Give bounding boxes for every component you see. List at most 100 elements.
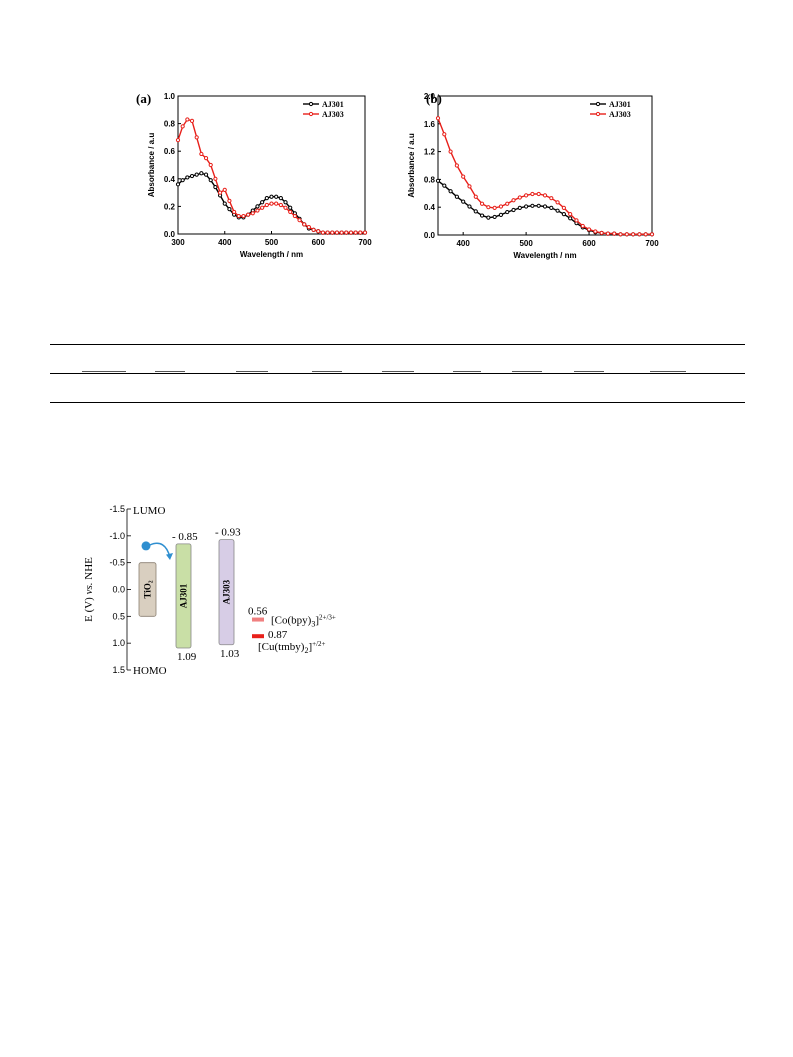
data-point-aj303 [353,230,358,235]
data-point-aj303 [269,201,274,206]
data-point-aj301 [461,199,466,204]
data-point-aj303 [492,205,497,210]
data-point-aj303 [618,232,623,237]
data-point-aj303 [227,198,232,203]
energy-y-axis-label: E (V) vs. NHE [83,557,95,622]
y-tick-label: 0.0 [424,231,436,240]
data-point-aj301 [222,201,227,206]
y-tick-label: 0.0 [164,230,176,239]
data-point-aj303 [278,202,283,208]
data-point-aj303 [549,196,554,201]
energy-level-diagram: -1.5 -1.0 -0.5 0.0 0.5 1.0 1.5 E (V) vs. NHE LUM… [70,495,400,690]
data-point-aj301 [498,212,504,217]
y-tick-label: 1.6 [424,120,436,129]
x-tick-label: 400 [218,238,232,247]
data-point-aj303 [222,187,227,192]
data-point-aj303 [605,231,611,236]
dye-band-aj301 [175,543,192,649]
data-point-aj301 [492,214,497,220]
plot-frame [437,95,653,236]
table-column-stub [650,371,686,372]
y-axis-label: Absorbance / a.u [147,133,156,198]
data-point-aj303 [325,230,330,235]
data-point-aj301 [203,172,209,177]
table-column-stub [312,371,342,372]
x-tick-label: 500 [265,238,279,247]
redox-level-1 [252,634,264,639]
absorption-chart-b: (b) 0.0 0.4 0.8 1.2 1.6 2.0 400 500 600 700 Wavelen… [407,85,665,270]
dye-name-aj303: AJ303 [222,579,232,604]
x-tick-label: 700 [358,238,372,247]
data-point-aj303 [203,156,209,161]
data-point-aj303 [180,124,185,129]
data-point-aj301 [530,203,535,208]
y-tick-label: 2.0 [424,92,436,101]
x-tick-label: 600 [312,238,326,247]
energy-y-tick-label: 1.0 [112,638,125,648]
redox-value-0: 0.56 [248,606,268,618]
redox-level-0 [252,617,264,622]
data-point-aj301 [542,204,548,209]
legend-label-aj303: AJ303 [322,110,344,119]
tio2-band [138,562,157,617]
energy-y-tick-label: 0.0 [112,585,125,595]
data-point-aj301 [568,216,573,221]
y-tick-label: 0.6 [164,147,176,156]
data-point-aj301 [536,203,541,208]
table-column-stub [82,371,126,372]
legend-marker-aj303 [595,111,601,117]
data-point-aj303 [316,229,321,234]
data-point-aj303 [586,227,592,232]
legend-label-aj301: AJ301 [609,100,631,109]
data-point-aj303 [524,193,529,198]
tio2-label: TiO₂ [143,580,153,598]
data-point-aj301 [442,183,447,188]
data-point-aj303 [649,232,655,237]
data-point-aj303 [264,202,269,208]
data-point-aj303 [517,195,522,200]
data-point-aj301 [208,178,213,183]
data-point-aj303 [637,232,642,237]
absorption-chart-a: (a) 0.0 0.2 0.4 0.6 0.8 1.0 300 400 500 600 700 Wave… [130,85,380,270]
table-column-stub [512,371,542,372]
x-tick-label: 400 [456,239,470,248]
data-point-aj303 [435,116,441,121]
lumo-label: LUMO [133,505,165,517]
energy-y-tick-label: -1.0 [109,531,125,541]
homo-value-aj301: 1.09 [177,651,197,663]
data-point-aj303 [593,229,598,234]
x-tick-label: 500 [519,239,533,248]
y-tick-label: 0.4 [164,175,176,184]
data-point-aj301 [189,173,195,179]
data-point-aj301 [479,213,485,218]
data-point-aj301 [180,178,185,183]
data-point-aj303 [241,213,246,219]
data-point-aj301 [454,194,459,199]
data-point-aj303 [574,218,579,223]
data-point-aj303 [208,162,213,168]
data-point-aj301 [473,209,478,214]
dye-name-aj301: AJ301 [179,583,189,608]
panel-label: (a) [136,91,151,106]
data-point-aj303 [580,223,585,229]
y-tick-label: 1.2 [424,148,436,157]
redox-name-1: [Cu(tmby)2]+/2+ [258,640,326,655]
energy-y-tick-label: -0.5 [109,558,125,568]
data-point-aj301 [269,194,274,199]
energy-diagram-svg: -1.5 -1.0 -0.5 0.0 0.5 1.0 1.5 E (V) vs. NHE LUM… [83,504,336,677]
data-point-aj303 [344,230,349,235]
data-point-aj303 [320,230,326,235]
legend-label-aj301: AJ301 [322,100,344,109]
data-point-aj303 [306,225,311,230]
data-point-aj303 [561,205,566,210]
data-point-aj301 [288,205,293,210]
chart-a-svg: (a) 0.0 0.2 0.4 0.6 0.8 1.0 300 400 500 600 700 Wave… [136,91,372,259]
data-point-aj301 [175,182,181,187]
data-point-aj303 [283,205,288,210]
data-point-aj303 [339,230,344,235]
data-point-aj303 [292,213,297,219]
data-point-aj303 [473,194,478,199]
data-point-aj303 [217,190,223,195]
x-tick-label: 700 [645,239,659,248]
